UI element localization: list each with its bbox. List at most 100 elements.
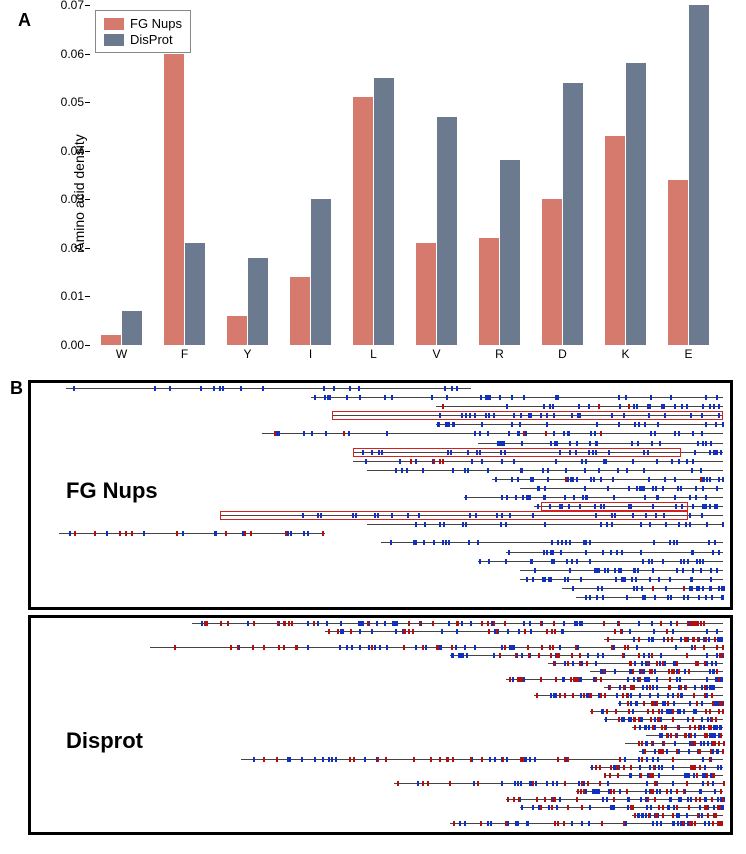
- seq-dot-blue: [713, 725, 715, 730]
- seq-dot-red: [694, 645, 696, 650]
- seq-dot-red: [278, 645, 280, 650]
- seq-dot-blue: [610, 550, 612, 555]
- seq-dot-red: [403, 629, 405, 634]
- seq-dot-blue: [590, 431, 592, 436]
- sequence-line: [311, 397, 723, 398]
- seq-dot-red: [669, 677, 671, 682]
- seq-dot-blue: [525, 757, 527, 762]
- seq-dot-red: [651, 653, 653, 658]
- seq-dot-blue: [569, 441, 571, 446]
- seq-dot-red: [536, 797, 538, 802]
- seq-dot-red: [481, 757, 483, 762]
- seq-dot-blue: [711, 661, 713, 666]
- seq-dot-blue: [648, 477, 650, 482]
- seq-dot-red: [704, 693, 706, 698]
- seq-dot-red: [615, 709, 617, 714]
- seq-dot-blue: [654, 669, 656, 674]
- seq-dot-blue: [445, 540, 447, 545]
- seq-dot-blue: [553, 431, 555, 436]
- seq-dot-red: [685, 637, 687, 642]
- seq-dot-red: [654, 781, 656, 786]
- seq-dot-red: [545, 431, 547, 436]
- seq-dot-red: [496, 629, 498, 634]
- seq-dot-blue: [652, 685, 654, 690]
- seq-dot-blue: [649, 522, 651, 527]
- seq-dot-red: [619, 757, 621, 762]
- seq-dot-red: [328, 629, 330, 634]
- seq-dot-blue: [222, 386, 224, 391]
- seq-dot-red: [712, 773, 714, 778]
- seq-dot-blue: [691, 550, 693, 555]
- highlight-box: [332, 411, 723, 420]
- seq-dot-blue: [712, 550, 714, 555]
- seq-dot-blue: [679, 677, 681, 682]
- seq-dot-blue: [542, 577, 544, 582]
- seq-dot-blue: [663, 637, 665, 642]
- seq-dot-blue: [289, 757, 291, 762]
- seq-dot-blue: [652, 821, 654, 826]
- seq-dot-blue: [654, 431, 656, 436]
- seq-dot-blue: [680, 486, 682, 491]
- seq-dot-blue: [585, 550, 587, 555]
- seq-dot-red: [554, 629, 556, 634]
- seq-dot-blue: [571, 559, 573, 564]
- seq-dot-blue: [317, 621, 319, 626]
- seq-dot-blue: [335, 757, 337, 762]
- seq-dot-blue: [696, 586, 698, 591]
- seq-dot-blue: [474, 645, 476, 650]
- seq-dot-blue: [645, 741, 647, 746]
- seq-dot-blue: [678, 749, 680, 754]
- seq-dot-red: [456, 621, 458, 626]
- seq-dot-blue: [705, 504, 707, 509]
- seq-dot-red: [623, 765, 625, 770]
- seq-dot-blue: [656, 677, 658, 682]
- seq-dot-blue: [643, 486, 645, 491]
- seq-dot-blue: [709, 477, 711, 482]
- seq-dot-blue: [517, 821, 519, 826]
- seq-dot-blue: [598, 568, 600, 573]
- seq-dot-blue: [548, 577, 550, 582]
- sequence-line: [325, 631, 723, 632]
- seq-dot-blue: [702, 757, 704, 762]
- seq-dot-red: [618, 621, 620, 626]
- seq-dot-red: [697, 621, 699, 626]
- seq-dot-blue: [548, 805, 550, 810]
- seq-dot-blue: [647, 404, 649, 409]
- panel-a-plot-area: 0.000.010.020.030.040.050.060.07WFYILVRD…: [90, 5, 720, 345]
- seq-dot-red: [692, 621, 694, 626]
- seq-dot-blue: [394, 621, 396, 626]
- seq-dot-blue: [702, 404, 704, 409]
- seq-dot-blue: [596, 789, 598, 794]
- seq-dot-red: [704, 685, 706, 690]
- seq-dot-red: [606, 709, 608, 714]
- seq-dot-blue: [446, 422, 448, 427]
- seq-dot-blue: [69, 531, 71, 536]
- seq-dot-blue: [537, 486, 539, 491]
- seq-dot-blue: [702, 586, 704, 591]
- seq-dot-blue: [473, 781, 475, 786]
- seq-dot-blue: [656, 821, 658, 826]
- sequence-line: [464, 497, 723, 498]
- seq-dot-blue: [521, 468, 523, 473]
- seq-dot-blue: [589, 595, 591, 600]
- seq-dot-blue: [498, 441, 500, 446]
- seq-dot-blue: [580, 577, 582, 582]
- seq-dot-blue: [553, 693, 555, 698]
- seq-dot-blue: [612, 477, 614, 482]
- bar-disprot: [563, 83, 583, 345]
- seq-dot-red: [564, 781, 566, 786]
- seq-dot-blue: [688, 773, 690, 778]
- seq-dot-blue: [646, 805, 648, 810]
- seq-dot-blue: [639, 486, 641, 491]
- seq-dot-blue: [654, 749, 656, 754]
- seq-dot-blue: [323, 386, 325, 391]
- seq-dot-red: [704, 805, 706, 810]
- xtick-label: D: [558, 347, 567, 361]
- seq-dot-blue: [611, 522, 613, 527]
- seq-dot-red: [651, 701, 653, 706]
- seq-dot-blue: [721, 637, 723, 642]
- seq-dot-red: [630, 805, 632, 810]
- seq-dot-blue: [495, 477, 497, 482]
- seq-dot-blue: [376, 621, 378, 626]
- seq-dot-blue: [324, 395, 326, 400]
